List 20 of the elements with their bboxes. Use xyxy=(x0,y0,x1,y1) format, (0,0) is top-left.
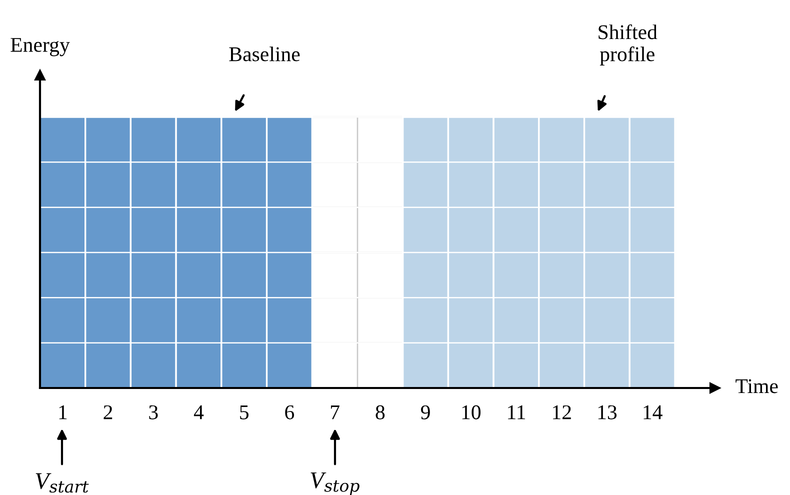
x-tick-label: 11 xyxy=(508,405,526,420)
x-tick-label: 1 xyxy=(59,405,67,420)
x-tick-label: 2 xyxy=(104,405,112,420)
x-tick-label: 13 xyxy=(598,405,617,420)
x-tick-label: 9 xyxy=(421,405,430,420)
x-tick-label: 7 xyxy=(330,405,340,420)
x-tick-label: 8 xyxy=(376,405,385,420)
x-tick-label: 14 xyxy=(644,405,662,420)
text: V$_{start}$ xyxy=(36,473,89,493)
x-tick-label: 3 xyxy=(149,405,158,420)
x-tick-label: 4 xyxy=(194,405,204,420)
y-axis-title: Energy xyxy=(10,38,70,56)
x-tick-label: 6 xyxy=(285,405,294,420)
x-tick-label: 12 xyxy=(553,405,571,420)
annotation: Baseline xyxy=(229,46,300,62)
x-tick-label: 10 xyxy=(462,405,481,420)
text: V$_{stop}$ xyxy=(310,472,360,495)
x-axis-title: Time xyxy=(736,379,778,394)
annotation: Shifted profile xyxy=(598,24,658,66)
x-tick-label: 5 xyxy=(240,405,248,420)
